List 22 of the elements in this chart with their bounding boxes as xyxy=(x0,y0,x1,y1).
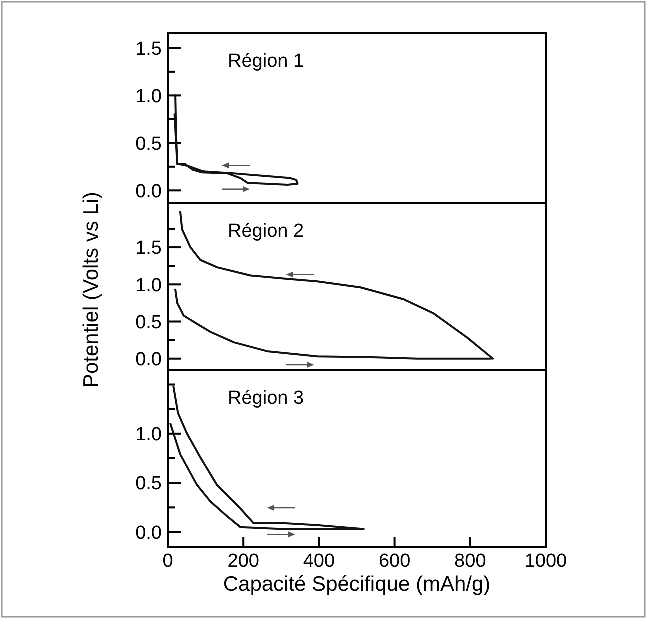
x-tick-label: 1000 xyxy=(524,551,568,572)
y-tick-label: 0.5 xyxy=(136,312,162,334)
x-tick-label: 200 xyxy=(228,551,260,572)
x-axis-title: Capacité Spécifique (mAh/g) xyxy=(223,573,491,596)
x-tick-label: 600 xyxy=(378,551,411,572)
x-tick-label: 800 xyxy=(454,551,486,572)
annotation: Région 1 xyxy=(228,51,304,72)
x-tick-label: 400 xyxy=(303,551,336,572)
y-tick-label: 0.0 xyxy=(136,522,162,544)
y-tick-label: 1.0 xyxy=(136,424,162,446)
y-tick-label: 1.0 xyxy=(136,86,162,108)
y-tick-label: 1.5 xyxy=(136,238,162,260)
y-axis-title: Potentiel (Volts vs Li) xyxy=(80,192,103,388)
annotation: Région 3 xyxy=(228,388,304,409)
y-tick-label: 1.5 xyxy=(136,38,162,60)
y-tick-label: 1.0 xyxy=(136,275,162,296)
y-tick-label: 0.0 xyxy=(136,181,162,202)
y-tick-label: 0.0 xyxy=(136,350,162,371)
y-tick-label: 0.5 xyxy=(136,134,162,155)
annotation: Région 2 xyxy=(228,221,304,242)
x-tick-label: 0 xyxy=(162,551,174,572)
y-tick-label: 0.5 xyxy=(136,474,162,495)
